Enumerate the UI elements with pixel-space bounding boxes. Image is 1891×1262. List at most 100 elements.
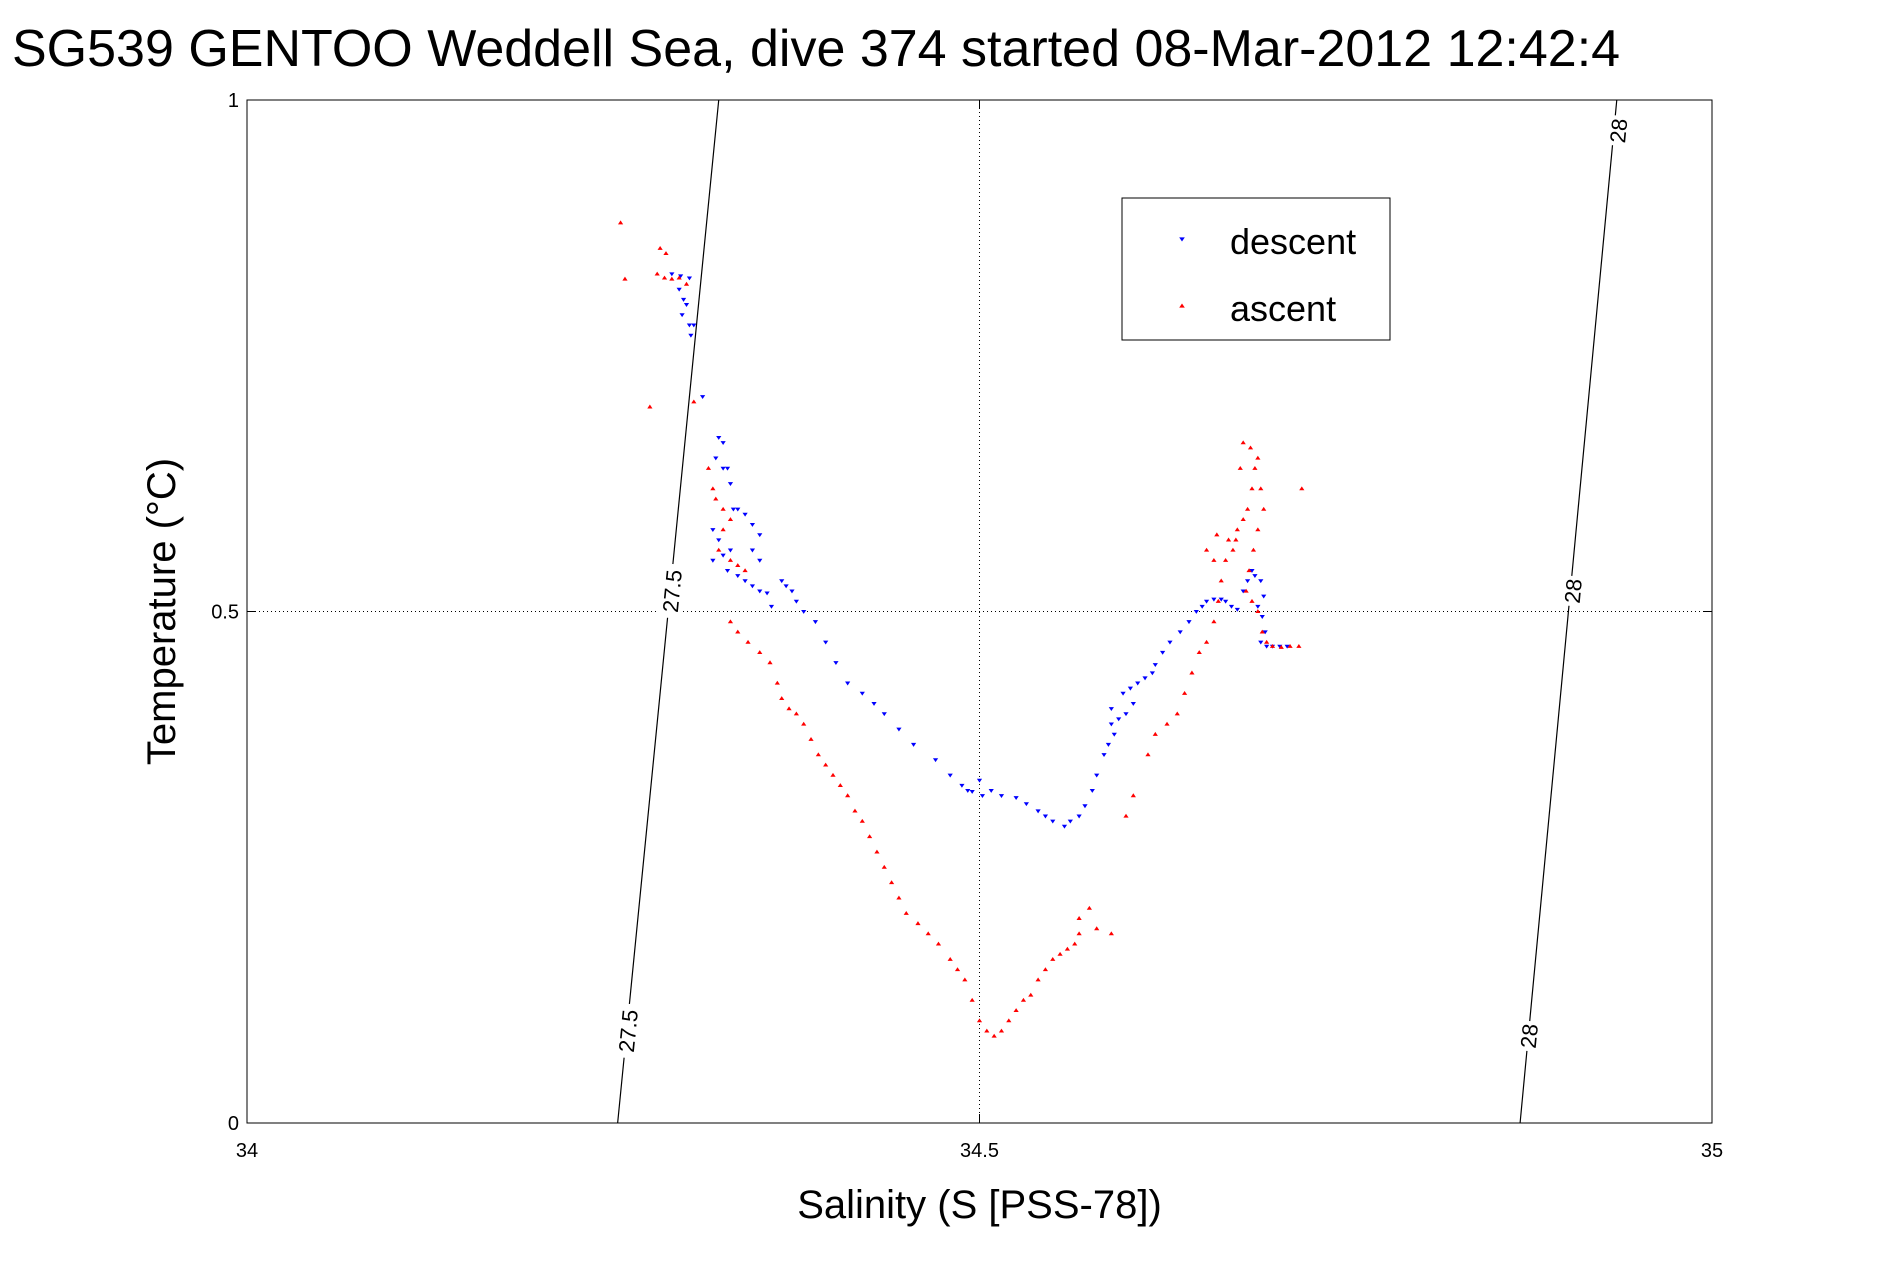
ascent-point [962,977,968,982]
descent-point [669,272,675,277]
descent-point [749,584,756,589]
ascent-point [1130,793,1136,798]
y-axis-label: Temperature (°C) [140,458,184,765]
ascent-point [1013,1008,1019,1013]
ascent-point [1233,537,1239,542]
descent-point [976,778,983,783]
descent-point [1127,686,1133,691]
descent-point [678,274,684,279]
y-tick-label: 1 [228,90,239,112]
descent-point [1255,604,1261,609]
descent-point [764,591,770,596]
ascent-point [889,880,895,885]
ascent-point [1064,946,1070,951]
ascent-point [1247,445,1254,450]
descent-point [1116,717,1122,722]
descent-point [683,303,690,307]
ascent-point [991,1033,997,1038]
descent-point [1013,796,1019,801]
ascent-point [1006,1018,1012,1023]
descent-point [932,758,939,763]
ascent-point [727,619,734,624]
descent-point [1082,804,1088,809]
ascent-point [1123,813,1129,818]
ascent-point [1234,527,1240,532]
descent-point [1160,650,1166,655]
ascent-point [1230,547,1236,552]
ascent-point [786,706,792,711]
descent-point [1042,814,1049,819]
descent-point [1142,676,1148,681]
ascent-point [710,486,716,491]
ascent-point [1211,619,1217,624]
descent-point [724,569,731,573]
ascent-point [1249,598,1255,603]
ascent-point [1243,588,1249,593]
descent-point [727,482,734,486]
ascent-point [1057,951,1063,956]
ascent-point [657,245,663,250]
contour-label: 28 [1516,1023,1543,1050]
descent-point [1262,630,1268,635]
ascent-point [976,1018,983,1023]
descent-point [1284,644,1290,649]
descent-point [896,727,902,732]
ascent-point [1076,931,1082,936]
descent-point [1111,732,1117,737]
ascent-point [1278,644,1284,649]
ascent-point [727,517,734,521]
ascent-point [774,680,780,685]
ascent-point [1189,670,1195,675]
descent-point [998,794,1005,798]
ascent-point [1223,558,1229,562]
descent-point [1177,630,1183,635]
descent-point [1101,753,1107,758]
ascent-point [622,276,628,281]
descent-point [716,436,722,440]
contour-label-bg [1603,114,1633,147]
ascent-point [1255,609,1261,614]
descent-point [1167,640,1173,645]
ascent-point [1218,578,1224,583]
x-tick-label: 34 [236,1140,258,1162]
ascent-point [859,818,865,823]
ascent-point [1299,486,1305,491]
descent-point [735,574,741,579]
descent-point [1218,597,1224,602]
ascent-point [998,1028,1005,1033]
ascent-point [1020,997,1027,1002]
descent-legend-marker [1179,237,1185,242]
descent-point [1211,597,1217,602]
descent-point [1061,824,1068,829]
ascent-point [1259,629,1265,634]
descent-point [757,558,763,563]
descent-point [1120,691,1126,696]
legend: descent ascent [1121,197,1391,341]
ascent-point [691,399,697,404]
ascent-point [1264,639,1270,644]
descent-point [679,313,685,318]
ascent-point [793,711,799,716]
ascent-point [1269,643,1276,648]
ascent-point [1203,547,1210,552]
descent-point [686,323,693,328]
contour-label-bg [612,1002,644,1060]
descent-point [1094,773,1100,778]
axis-ticks: 34 34.5 35 0 0.5 1 [211,90,1723,1162]
ascent-point [1261,506,1267,511]
y-tick-label: 0.5 [211,602,239,624]
ascent-point [720,527,726,532]
descent-legend-label: descent [1230,221,1356,262]
ascent-point [1108,931,1114,936]
descent-point [881,712,887,717]
density-contour-line [1519,99,1618,1124]
ascent-point [915,921,921,926]
ascent-point [779,696,785,701]
descent-point [1258,579,1264,584]
descent-point [988,788,994,793]
ascent-legend-marker [1179,303,1185,308]
ascent-point [881,864,887,869]
descent-point [1035,809,1041,814]
descent-point [1050,819,1056,824]
